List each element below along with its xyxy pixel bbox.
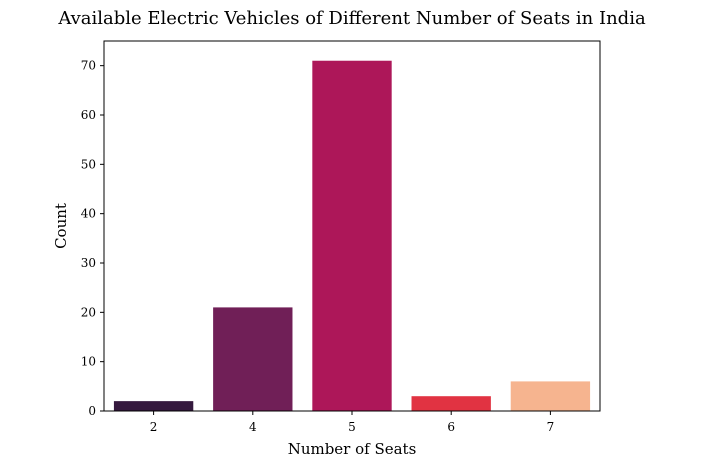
y-tick-label-40: 40 bbox=[81, 207, 96, 221]
y-tick-label-60: 60 bbox=[81, 108, 96, 122]
bar-2 bbox=[113, 401, 194, 411]
y-axis-label: Count bbox=[52, 203, 70, 249]
bar-7 bbox=[510, 381, 591, 411]
x-tick-label-5: 5 bbox=[348, 420, 356, 434]
bar-4 bbox=[213, 307, 293, 411]
y-tick-label-50: 50 bbox=[81, 157, 96, 171]
bar-6 bbox=[411, 396, 491, 411]
x-axis-label: Number of Seats bbox=[288, 440, 417, 458]
bar-5 bbox=[312, 60, 392, 411]
x-tick-label-4: 4 bbox=[249, 420, 257, 434]
y-tick-label-10: 10 bbox=[81, 355, 96, 369]
y-tick-label-70: 70 bbox=[81, 59, 96, 73]
y-tick-label-20: 20 bbox=[81, 305, 96, 319]
x-tick-label-6: 6 bbox=[447, 420, 455, 434]
y-tick-label-0: 0 bbox=[88, 404, 96, 418]
x-tick-label-2: 2 bbox=[150, 420, 158, 434]
y-tick-label-30: 30 bbox=[81, 256, 96, 270]
chart-title: Available Electric Vehicles of Different… bbox=[57, 8, 646, 29]
x-tick-label-7: 7 bbox=[547, 420, 555, 434]
